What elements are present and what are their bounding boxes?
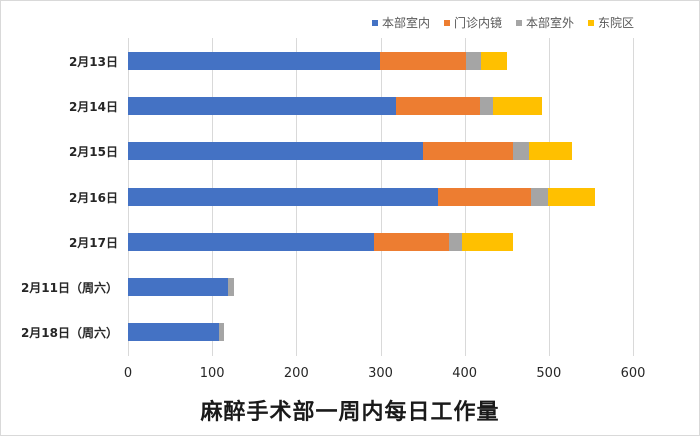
legend-label: 本部室内 — [382, 16, 431, 30]
category-label: 2月16日 — [68, 190, 118, 205]
legend-label: 本部室外 — [526, 16, 575, 30]
bar-segment — [379, 52, 466, 70]
bar-segment — [528, 142, 573, 161]
x-tick-label: 0 — [123, 366, 133, 381]
bar-segment — [228, 278, 235, 296]
legend-item-east-campus: 东院区 — [588, 14, 634, 31]
bar-row — [128, 142, 573, 161]
x-tick-label: 100 — [199, 366, 225, 381]
bar-row — [128, 52, 507, 70]
legend-swatch-icon — [588, 19, 595, 26]
bar-segment — [128, 187, 438, 206]
legend-label: 东院区 — [598, 16, 635, 30]
bar-segment — [128, 323, 219, 342]
x-tick-label: 200 — [283, 366, 309, 381]
bar-segment — [128, 142, 423, 161]
category-label: 2月15日 — [68, 145, 118, 160]
bar-segment — [422, 142, 513, 161]
category-label: 2月18日（周六） — [20, 326, 118, 341]
x-tick-label: 600 — [620, 366, 646, 381]
bar-segment — [128, 97, 397, 116]
bar-segment — [462, 232, 513, 251]
bar-segment — [448, 232, 463, 251]
bar-segment — [481, 52, 507, 70]
gridline — [633, 38, 634, 356]
bar-segment — [128, 52, 380, 70]
legend-swatch-icon — [516, 19, 523, 26]
bar-segment — [396, 97, 480, 116]
bar-row — [128, 278, 235, 296]
legend-item-benbu-indoor: 本部室内 — [372, 14, 430, 31]
legend-swatch-icon — [372, 19, 378, 26]
chart-legend: 本部室内 门诊内镜 本部室外 东院区 — [372, 14, 634, 31]
x-tick-label: 500 — [536, 366, 562, 381]
category-label: 2月14日 — [68, 100, 118, 115]
bar-segment — [531, 187, 548, 206]
category-label: 2月13日 — [68, 55, 118, 69]
bar-row — [128, 97, 543, 116]
bar-segment — [493, 97, 543, 116]
bar-segment — [512, 142, 529, 161]
bar-segment — [547, 187, 596, 206]
bar-segment — [479, 97, 494, 116]
legend-label: 门诊内镜 — [454, 16, 503, 30]
legend-swatch-icon — [444, 19, 451, 26]
bar-segment — [437, 187, 532, 206]
category-label: 2月11日（周六） — [20, 281, 118, 295]
chart-title: 麻醉手术部一周内每日工作量 — [200, 400, 500, 425]
bar-segment — [373, 232, 449, 251]
legend-item-benbu-outdoor: 本部室外 — [516, 14, 574, 31]
legend-item-outpatient-endoscopy: 门诊内镜 — [444, 14, 502, 31]
x-tick-label: 400 — [452, 366, 478, 381]
bar-row — [128, 323, 224, 342]
bar-row — [128, 232, 513, 251]
bar-row — [128, 187, 596, 206]
bar-segment — [218, 323, 224, 342]
x-tick-label: 300 — [368, 366, 393, 381]
category-label: 2月17日 — [68, 235, 118, 250]
bar-segment — [128, 278, 229, 296]
bar-segment — [128, 232, 374, 251]
bar-segment — [465, 52, 482, 70]
